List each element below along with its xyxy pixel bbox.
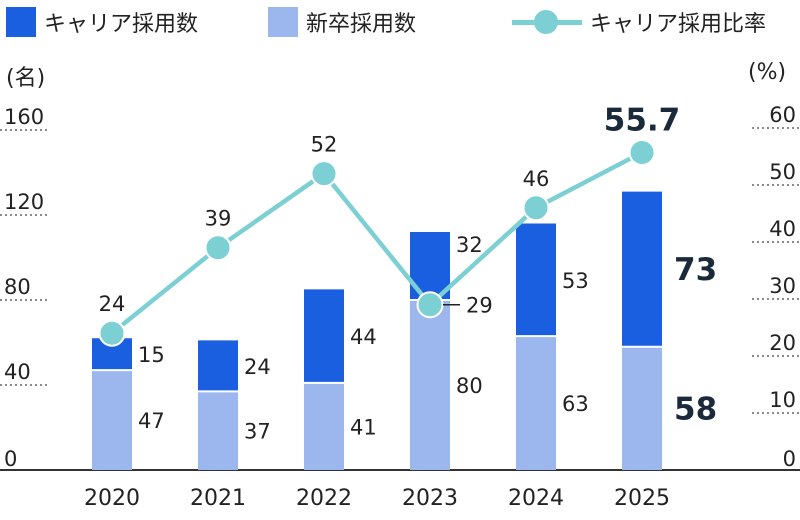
bar-newgrad [622,346,662,470]
right-tick-label: 40 [769,217,796,241]
ratio-line [110,150,644,335]
left-tick-label: 80 [4,275,31,299]
bar-newgrad [304,382,344,470]
ratio-point [522,194,550,222]
label-career: 73 [674,252,717,288]
legend-newgrad-label: 新卒採用数 [306,12,417,37]
right-tick-label: 20 [769,331,796,355]
legend-career-label: キャリア採用数 [44,12,199,37]
right-tick-label: 10 [769,388,796,412]
ratio-point [204,234,232,262]
label-newgrad: 58 [674,391,717,427]
label-newgrad: 80 [456,374,483,398]
right-tick-label: 60 [769,103,796,127]
left-axis-unit: (名) [6,66,46,91]
legend-career-swatch [6,7,36,37]
ratio-point [416,291,444,319]
label-career: 53 [562,269,589,293]
legend: キャリア採用数 新卒採用数 キャリア採用比率 [0,4,800,38]
label-newgrad: 37 [244,420,271,444]
label-newgrad: 41 [350,415,377,439]
left-tick-label: 160 [4,105,44,129]
bar-newgrad [410,300,450,470]
legend-ratio: キャリア採用比率 [512,6,766,38]
label-newgrad: 47 [138,409,165,433]
left-tick-label: 0 [4,447,17,471]
label-career: 32 [456,233,483,257]
x-tick-label: 2024 [508,486,564,511]
left-tick-label: 40 [4,360,31,384]
legend-career: キャリア採用数 [6,6,198,38]
ratio-label: 24 [99,292,126,316]
left-tick-label: 120 [4,190,44,214]
right-tick-label: 50 [769,160,796,184]
ratio-label: 52 [311,133,338,157]
legend-newgrad-swatch [268,7,298,37]
legend-ratio-marker [512,7,582,37]
bar-career [198,340,238,392]
legend-newgrad: 新卒採用数 [268,6,416,38]
label-career: 24 [244,355,271,379]
bar-newgrad [92,370,132,470]
x-tick-label: 2023 [402,486,458,511]
right-axis-unit: (%) [748,60,787,85]
ratio-point [628,139,656,167]
bar-career [304,289,344,383]
x-tick-label: 2020 [84,486,140,511]
label-career: 15 [138,343,165,367]
ratio-label: 46 [523,167,550,191]
x-tick-label: 2025 [614,486,670,511]
right-tick-label: 0 [783,447,796,471]
bar-career [516,223,556,337]
label-career: 44 [350,325,377,349]
ratio-label: 29 [466,294,493,318]
right-tick-label: 30 [769,274,796,298]
bar-newgrad [516,336,556,470]
bar-career [622,191,662,347]
label-newgrad: 63 [562,392,589,416]
ratio-point [310,160,338,188]
x-tick-label: 2022 [296,486,352,511]
bar-newgrad [198,391,238,470]
legend-ratio-label: キャリア採用比率 [590,12,767,37]
ratio-label: 39 [205,207,232,231]
x-tick-label: 2021 [190,486,246,511]
ratio-point [98,319,126,347]
ratio-label: 55.7 [604,103,681,139]
